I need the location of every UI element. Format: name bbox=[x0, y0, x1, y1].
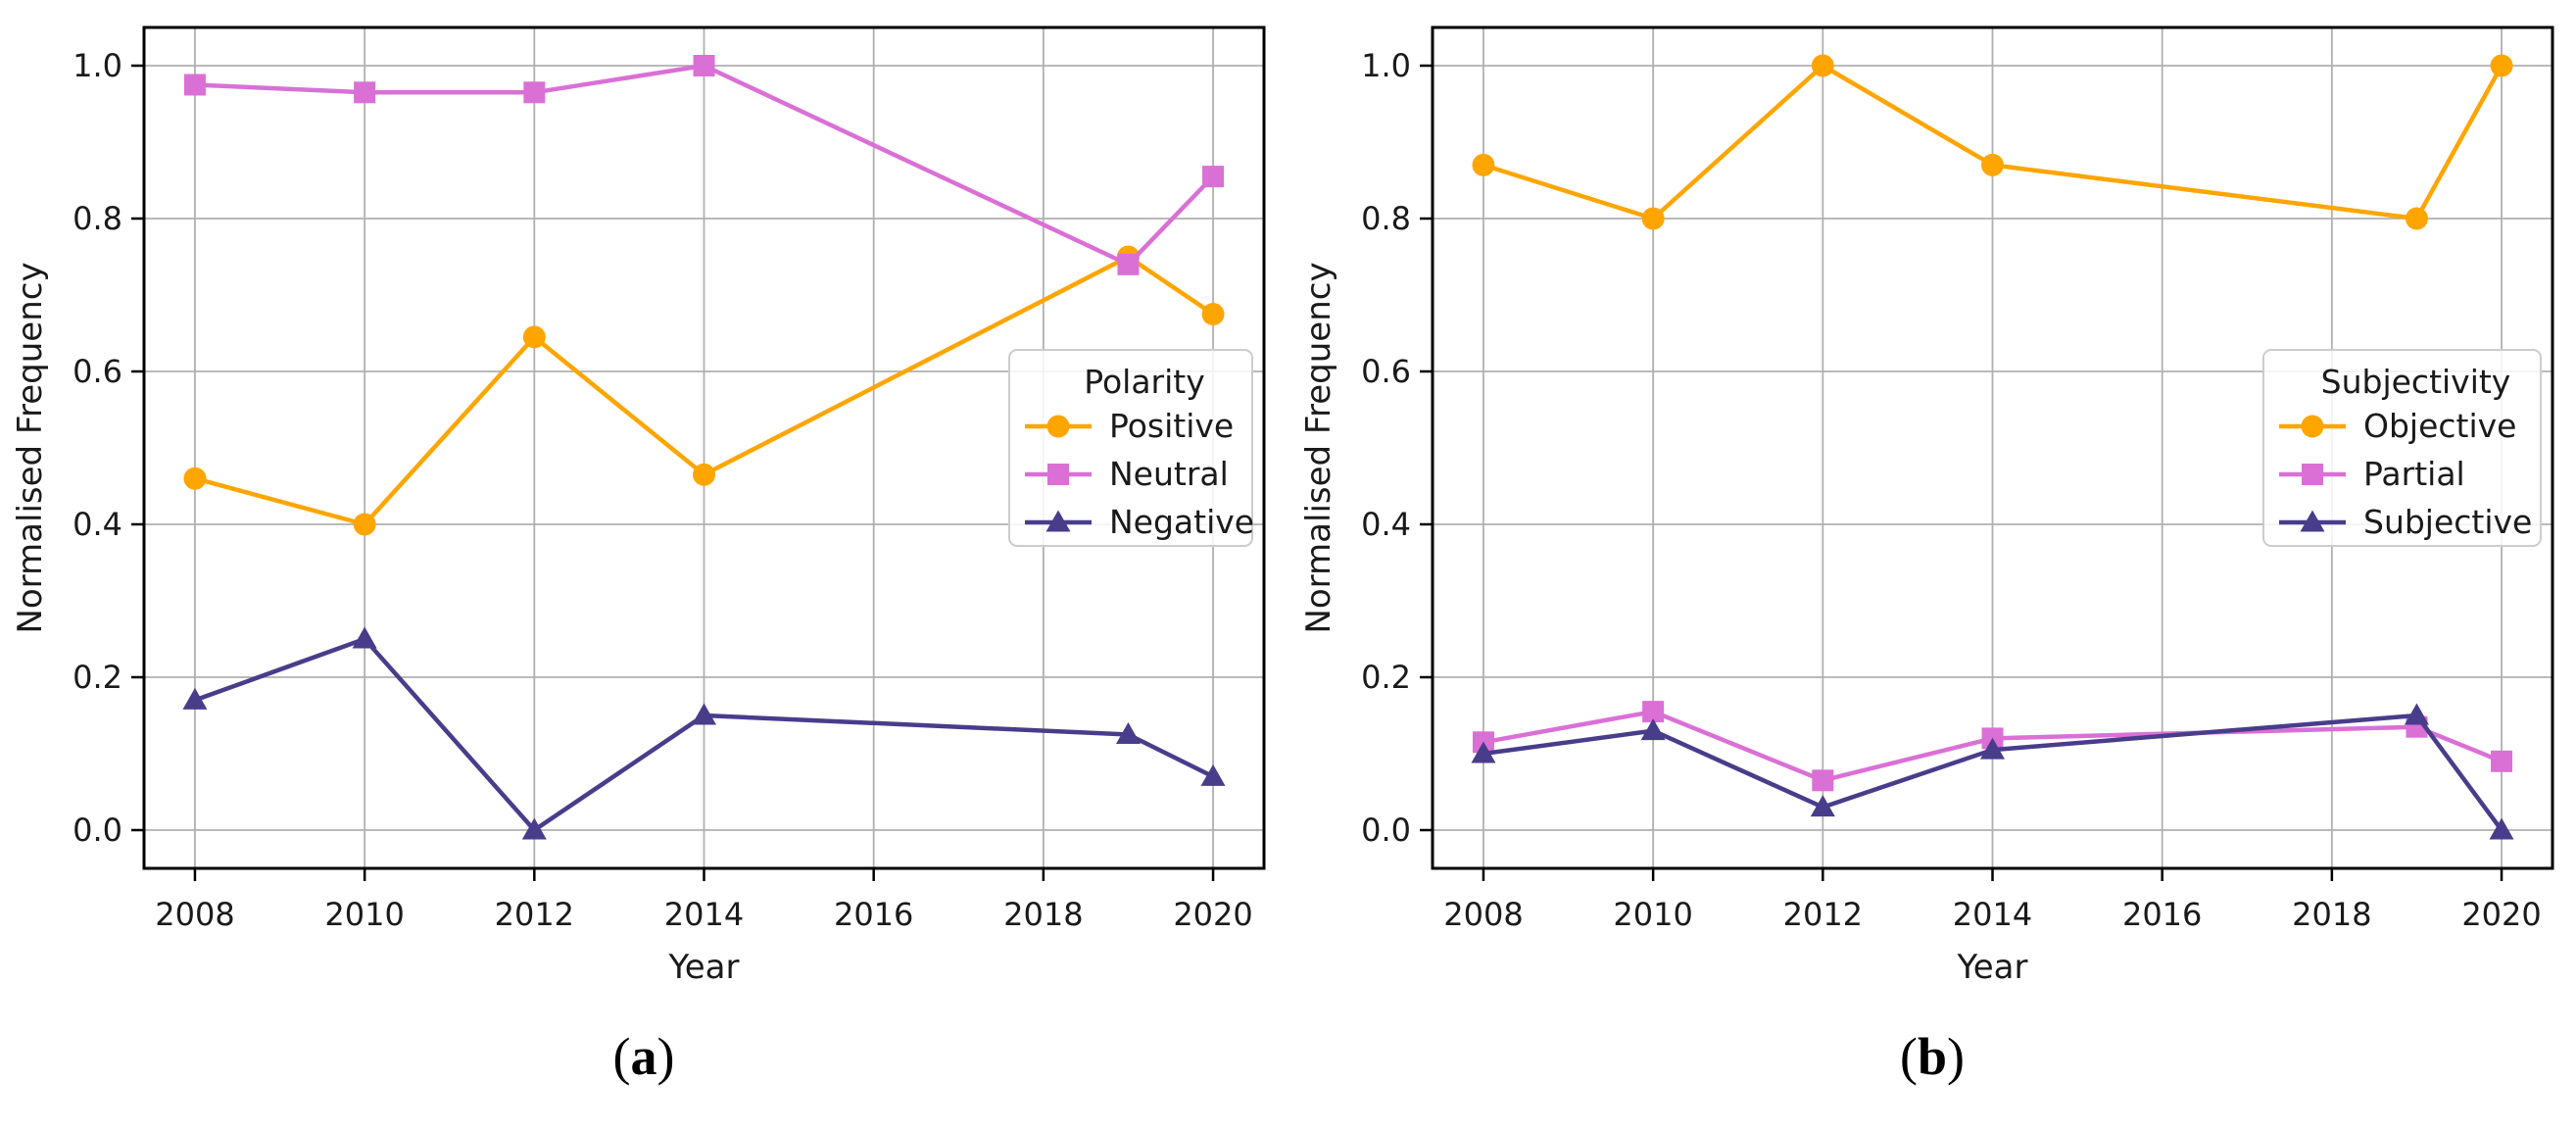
x-axis-label: Year bbox=[668, 948, 740, 987]
series-line-positive bbox=[192, 254, 1216, 527]
marker-objective bbox=[1472, 153, 1495, 176]
y-tick-label: 0.8 bbox=[73, 200, 122, 237]
polarity-chart: 2008 2010 2012 2014 2016 2018 2020 0.0 0.2 0.4 0.6… bbox=[11, 25, 1266, 987]
legend-circle-icon bbox=[2301, 415, 2324, 438]
marker-objective bbox=[2405, 207, 2428, 230]
subfigure-a: 2008 2010 2012 2014 2016 2018 2020 0.0 0.2 0.4 0.6… bbox=[0, 25, 1288, 1096]
legend-triangle-icon bbox=[1045, 510, 1071, 532]
marker-subjective bbox=[1810, 795, 1835, 817]
series-line-objective bbox=[1481, 63, 2504, 221]
marker-positive bbox=[693, 463, 715, 486]
subjectivity-chart: 2008 2010 2012 2014 2016 2018 2020 0.0 0.2 0.4 0.6… bbox=[1299, 25, 2554, 987]
caption-a: (a) bbox=[0, 1017, 1288, 1096]
y-tick-label: 0.2 bbox=[73, 659, 122, 696]
y-tick-label: 0.6 bbox=[1361, 353, 1411, 390]
marker-objective bbox=[1641, 207, 1665, 230]
x-tick-label: 2014 bbox=[664, 896, 744, 933]
marker-positive bbox=[522, 325, 546, 349]
x-tick-label: 2018 bbox=[1003, 896, 1083, 933]
marker-objective bbox=[1981, 153, 2004, 176]
y-tick-label: 0.0 bbox=[1361, 811, 1411, 849]
marker-neutral bbox=[1117, 253, 1140, 275]
marker-negative bbox=[521, 817, 547, 840]
marker-subjective bbox=[2404, 703, 2429, 725]
caption-b-letter: b bbox=[1917, 1027, 1948, 1086]
x-tick-label: 2018 bbox=[2292, 896, 2371, 933]
x-tick-label: 2016 bbox=[834, 896, 913, 933]
y-tick-label: 0.6 bbox=[73, 353, 122, 390]
y-axis-label: Normalised Frequency bbox=[1299, 262, 1338, 633]
legend-label-objective: Objective bbox=[2363, 407, 2516, 445]
marker-partial bbox=[1642, 701, 1665, 723]
caption-b-close-paren: ) bbox=[1947, 1027, 1965, 1086]
y-tick-label: 0.0 bbox=[73, 811, 122, 849]
x-tick-label: 2008 bbox=[155, 896, 234, 933]
legend-triangle-icon bbox=[2300, 510, 2325, 532]
x-tick-label: 2012 bbox=[495, 896, 574, 933]
marker-objective bbox=[2490, 54, 2513, 77]
caption-a-close-paren: ) bbox=[656, 1027, 675, 1086]
marker-negative bbox=[692, 703, 716, 725]
series-line-negative bbox=[192, 636, 1216, 833]
x-tick-label: 2010 bbox=[324, 896, 404, 933]
legend-square-icon bbox=[2302, 464, 2323, 485]
marker-subjective bbox=[1471, 741, 1496, 763]
legend-title: Polarity bbox=[1084, 363, 1205, 401]
x-tick-label: 2020 bbox=[2461, 896, 2541, 933]
legend-label-positive: Positive bbox=[1109, 407, 1234, 445]
y-tick-label: 1.0 bbox=[73, 47, 122, 84]
y-tick-label: 0.2 bbox=[1361, 659, 1411, 696]
caption-a-letter: a bbox=[630, 1027, 657, 1086]
marker-positive bbox=[353, 513, 376, 536]
marker-subjective bbox=[2489, 817, 2514, 840]
legend-circle-icon bbox=[1046, 415, 1070, 438]
x-tick-label: 2012 bbox=[1783, 896, 1863, 933]
legend-square-icon bbox=[1047, 464, 1069, 485]
marker-neutral bbox=[183, 74, 206, 96]
x-axis-label: Year bbox=[1957, 948, 2028, 987]
marker-subjective bbox=[1640, 718, 1666, 741]
x-tick-label: 2008 bbox=[1443, 896, 1523, 933]
marker-neutral bbox=[693, 55, 715, 76]
marker-negative bbox=[1115, 722, 1141, 744]
x-tick-label: 2014 bbox=[1953, 896, 2032, 933]
marker-partial bbox=[2491, 750, 2513, 772]
series-line-neutral bbox=[192, 63, 1216, 268]
legend-label-partial: Partial bbox=[2363, 455, 2465, 493]
marker-partial bbox=[1812, 769, 1834, 792]
marker-negative bbox=[352, 626, 377, 649]
legend-box bbox=[2262, 349, 2542, 547]
marker-subjective bbox=[1980, 737, 2005, 760]
marker-negative bbox=[182, 687, 208, 710]
marker-neutral bbox=[523, 81, 546, 104]
subfigure-b: 2008 2010 2012 2014 2016 2018 2020 0.0 0.2 0.4 0.6… bbox=[1288, 0, 2576, 1131]
legend-label-subjective: Subjective bbox=[2363, 503, 2532, 541]
marker-neutral bbox=[354, 81, 376, 104]
y-tick-label: 0.8 bbox=[1361, 200, 1411, 237]
series-line-subjective bbox=[1481, 713, 2504, 833]
marker-neutral bbox=[1202, 166, 1225, 188]
marker-positive bbox=[1201, 303, 1225, 325]
y-tick-label: 1.0 bbox=[1361, 47, 1411, 84]
caption-b: (b) bbox=[1288, 1017, 2576, 1096]
x-tick-label: 2010 bbox=[1613, 896, 1692, 933]
y-axis-label: Normalised Frequency bbox=[11, 262, 50, 633]
y-tick-label: 0.4 bbox=[1361, 506, 1411, 543]
y-tick-label: 0.4 bbox=[73, 506, 122, 543]
x-tick-label: 2020 bbox=[1173, 896, 1252, 933]
marker-objective bbox=[1811, 54, 1834, 77]
marker-negative bbox=[1200, 763, 1226, 786]
legend-box bbox=[1008, 349, 1253, 547]
x-tick-label: 2016 bbox=[2122, 896, 2202, 933]
marker-positive bbox=[183, 467, 207, 490]
legend-label-negative: Negative bbox=[1109, 503, 1254, 541]
caption-b-open-paren: ( bbox=[1899, 1027, 1918, 1086]
caption-a-open-paren: ( bbox=[612, 1027, 631, 1086]
legend-title: Subjectivity bbox=[2321, 363, 2511, 401]
legend-label-neutral: Neutral bbox=[1109, 455, 1229, 493]
